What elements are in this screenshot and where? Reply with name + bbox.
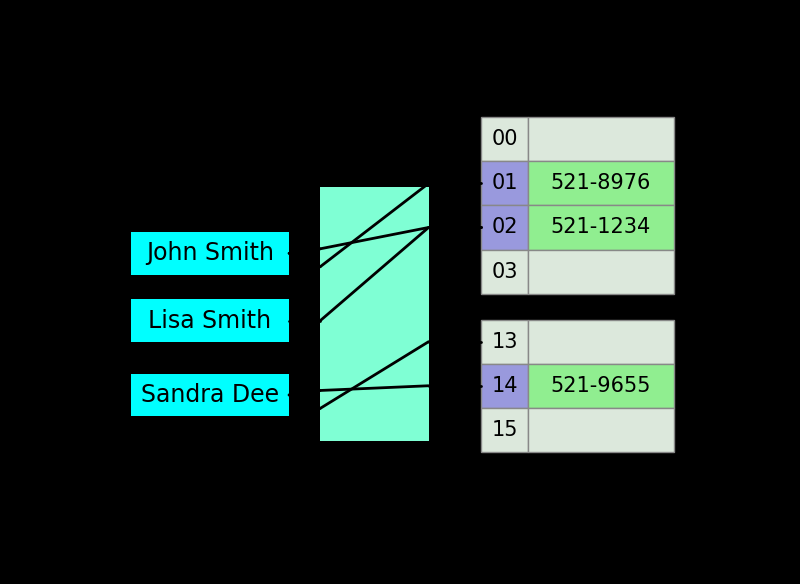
Text: 14: 14 [491, 376, 518, 396]
Text: 13: 13 [491, 332, 518, 352]
FancyBboxPatch shape [482, 364, 528, 408]
Text: 521-1234: 521-1234 [550, 217, 650, 238]
FancyBboxPatch shape [528, 249, 674, 294]
FancyBboxPatch shape [482, 206, 528, 249]
FancyBboxPatch shape [482, 408, 528, 452]
Text: 00: 00 [491, 129, 518, 150]
FancyBboxPatch shape [482, 117, 528, 161]
Text: 521-8976: 521-8976 [550, 173, 651, 193]
FancyBboxPatch shape [482, 319, 528, 364]
FancyBboxPatch shape [131, 300, 289, 342]
FancyBboxPatch shape [482, 249, 528, 294]
Text: 03: 03 [491, 262, 518, 281]
Text: Sandra Dee: Sandra Dee [141, 383, 279, 407]
FancyBboxPatch shape [528, 117, 674, 161]
Text: John Smith: John Smith [146, 241, 274, 265]
Text: 02: 02 [491, 217, 518, 238]
Text: 01: 01 [491, 173, 518, 193]
Text: Lisa Smith: Lisa Smith [149, 309, 272, 333]
FancyBboxPatch shape [528, 408, 674, 452]
Text: 15: 15 [491, 420, 518, 440]
Text: 521-9655: 521-9655 [550, 376, 651, 396]
FancyBboxPatch shape [482, 161, 528, 206]
FancyBboxPatch shape [131, 232, 289, 274]
FancyBboxPatch shape [131, 374, 289, 416]
FancyBboxPatch shape [528, 206, 674, 249]
FancyBboxPatch shape [528, 364, 674, 408]
FancyBboxPatch shape [320, 187, 429, 441]
FancyBboxPatch shape [528, 319, 674, 364]
FancyBboxPatch shape [528, 161, 674, 206]
